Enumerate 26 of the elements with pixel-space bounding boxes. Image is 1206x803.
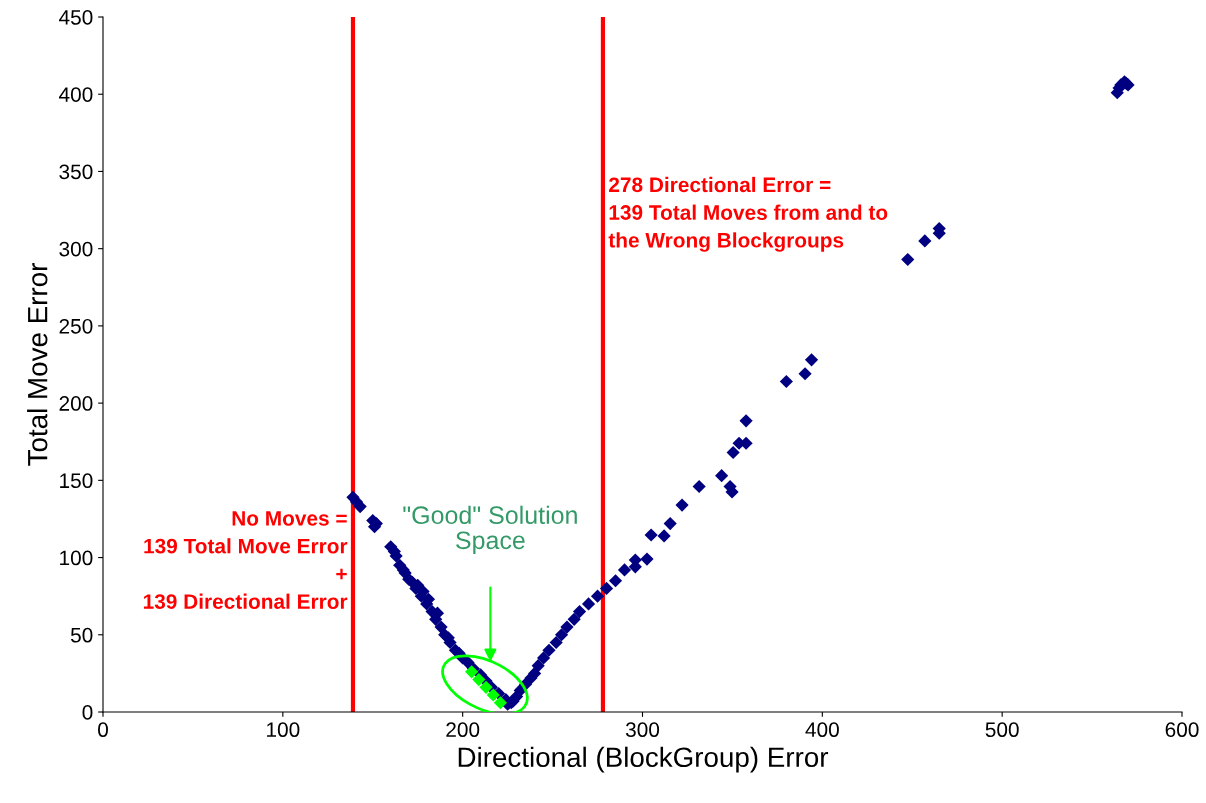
ref-line-label: No Moves = 139 Total Move Error + 139 Directional Error — [143, 511, 348, 609]
y-tick-label: 300 — [59, 241, 93, 257]
x-tick-label: 600 — [1165, 722, 1199, 738]
x-axis-title: Directional (BlockGroup) Error — [458, 746, 829, 773]
y-tick-label: 350 — [59, 164, 93, 180]
x-tick-label: 400 — [805, 722, 839, 738]
point — [493, 696, 508, 710]
point — [486, 688, 500, 702]
x-tick-label: 0 — [98, 722, 108, 738]
y-tick-label: 200 — [59, 396, 93, 411]
x-tick-label: 100 — [267, 722, 300, 738]
point — [472, 672, 486, 687]
y-tick-label: 50 — [70, 627, 93, 643]
y-tick-label: 0 — [82, 705, 93, 720]
x-tick-label: 500 — [985, 722, 1019, 738]
ref-line-label: 278 Directional Error = 139 Total Moves from and to the Wrong Blockgroups — [608, 176, 888, 252]
y-tick-label: 100 — [60, 550, 93, 566]
x-tick-label: 200 — [446, 722, 480, 738]
x-tick-label: 300 — [625, 722, 660, 738]
point — [479, 680, 493, 694]
y-tick-label: 250 — [59, 318, 93, 334]
y-tick-label: 450 — [59, 10, 93, 25]
y-tick-label: 150 — [60, 473, 93, 489]
y-tick-label: 400 — [59, 87, 93, 102]
annotation: "Good" Solution Space — [403, 505, 577, 555]
y-axis-title: Total Move Error — [27, 263, 48, 466]
